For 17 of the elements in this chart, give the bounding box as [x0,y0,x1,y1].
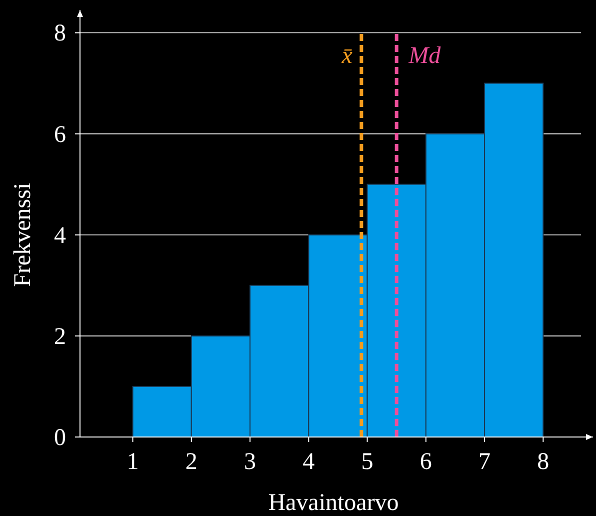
y-tick-label: 2 [54,324,66,350]
y-tick-label: 4 [54,222,66,249]
y-tick-label: 6 [54,122,66,148]
x-tick-label: 1 [126,449,139,475]
x-tick-label: 7 [478,449,491,475]
x-tick-label: 4 [302,449,315,475]
x-axis-title: Havaintoarvo [268,490,399,516]
y-axis-title: Frekvenssi [10,182,36,287]
x-tick-label: 2 [185,449,198,475]
x-tick-label: 5 [361,449,374,475]
x-tick-label: 6 [420,449,432,475]
y-tick-label: 0 [54,425,66,451]
ref-line-label: Md [408,43,442,69]
x-tick-label: 3 [244,449,256,475]
x-tick-label: 8 [537,449,550,475]
ref-line-label: x̄ [340,43,353,69]
y-tick-label: 8 [54,20,66,47]
